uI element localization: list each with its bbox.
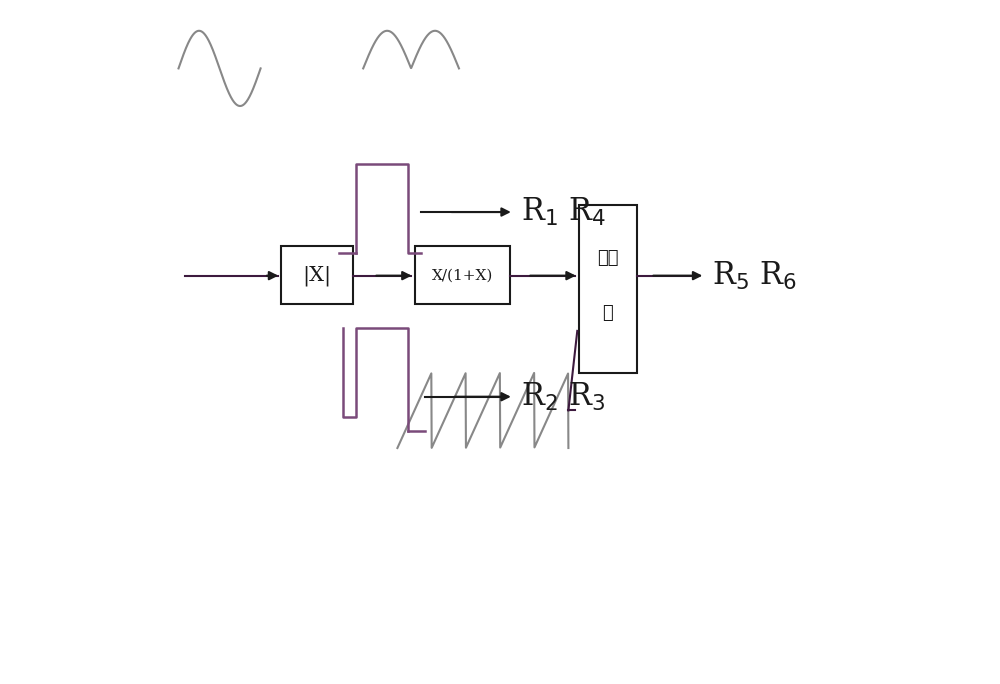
Text: R$_2$ R$_3$: R$_2$ R$_3$ <box>521 381 605 412</box>
Bar <box>281 246 353 304</box>
Text: 比较: 比较 <box>597 249 618 267</box>
Bar <box>415 246 510 304</box>
Bar <box>579 205 637 373</box>
Text: 器: 器 <box>602 304 613 322</box>
Text: R$_5$ R$_6$: R$_5$ R$_6$ <box>712 260 797 291</box>
Text: |X|: |X| <box>302 265 332 285</box>
Text: R$_1$ R$_4$: R$_1$ R$_4$ <box>521 196 606 228</box>
Text: X/(1+X): X/(1+X) <box>432 268 493 282</box>
